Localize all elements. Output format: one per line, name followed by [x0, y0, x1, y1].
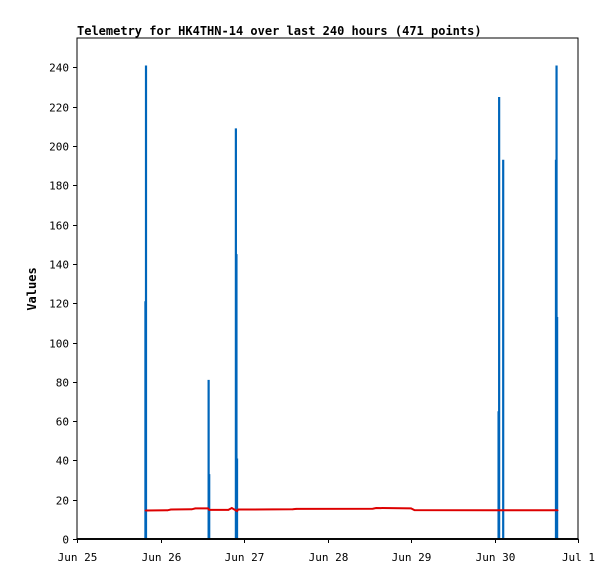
data-point [295, 508, 297, 510]
data-point [371, 507, 374, 510]
data-point [194, 507, 197, 510]
x-tick-label: Jun 25 [58, 551, 98, 564]
chart-title: Telemetry for HK4THN-14 over last 240 ho… [77, 24, 482, 38]
data-point [191, 508, 193, 511]
series-line-1 [145, 506, 558, 513]
data-point [208, 509, 211, 511]
data-point [170, 508, 172, 511]
y-tick-label: 200 [49, 141, 69, 154]
data-point [291, 508, 294, 511]
plot-frame [76, 37, 579, 540]
x-tick-label: Jun 26 [142, 551, 182, 564]
y-tick-label: 160 [49, 220, 69, 233]
x-tick-label: Jun 29 [392, 551, 432, 564]
data-point [166, 509, 169, 512]
data-point [227, 509, 230, 511]
y-tick-label: 240 [49, 62, 69, 75]
data-point [144, 509, 147, 512]
y-tick-label: 180 [49, 180, 69, 193]
y-tick-label: 140 [49, 259, 69, 272]
data-point [410, 507, 412, 510]
y-axis-label: Values [25, 267, 39, 310]
data-point [556, 509, 559, 512]
x-tick-label: Jul 1 [562, 551, 595, 564]
x-tick-label: Jun 28 [309, 551, 349, 564]
data-point [237, 508, 240, 511]
y-tick-label: 60 [56, 416, 69, 429]
data-point [413, 509, 416, 511]
x-tick-label: Jun 27 [225, 551, 265, 564]
data-point [375, 507, 378, 509]
x-tick-label: Jun 30 [476, 551, 516, 564]
axis-ticks: 0 20 40 60 80 100 120 140 160 180 200 220 240 Jun 25 J… [49, 62, 595, 565]
y-tick-label: 0 [62, 534, 69, 547]
data-point [497, 509, 499, 512]
y-tick-label: 120 [49, 298, 69, 311]
data-point [236, 510, 238, 512]
y-tick-label: 40 [56, 455, 69, 468]
data-point [231, 507, 233, 509]
y-tick-label: 20 [56, 495, 69, 508]
y-tick-label: 80 [56, 377, 69, 390]
plot-series [76, 65, 579, 540]
data-point [207, 507, 209, 510]
y-tick-label: 100 [49, 338, 69, 351]
y-tick-label: 220 [49, 102, 69, 115]
